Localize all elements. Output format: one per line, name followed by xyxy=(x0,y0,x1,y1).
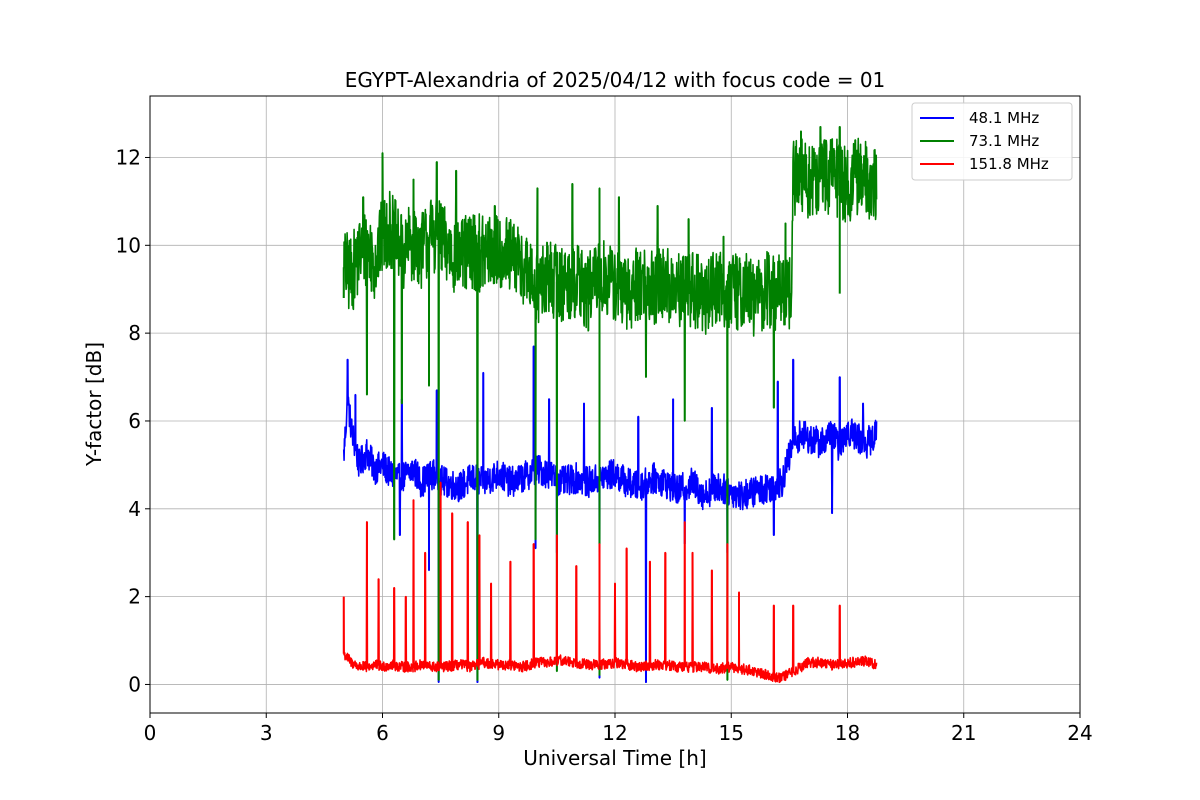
y-axis-ticks: 0 2 4 6 8 10 12 xyxy=(116,145,150,696)
y-tick-label: 4 xyxy=(128,497,141,521)
x-axis-label: Universal Time [h] xyxy=(523,746,706,770)
x-tick-label: 6 xyxy=(376,721,389,745)
series-path xyxy=(342,125,878,681)
x-tick-label: 21 xyxy=(951,721,976,745)
x-axis-ticks: 0 3 6 9 12 15 18 21 24 xyxy=(144,713,1093,745)
y-axis-label: Y-factor [dB] xyxy=(82,342,106,467)
series-line xyxy=(342,125,878,681)
x-tick-label: 9 xyxy=(492,721,505,745)
legend: 48.1 MHz 73.1 MHz 151.8 MHz xyxy=(911,102,1073,181)
series-path xyxy=(342,345,878,684)
series-group xyxy=(342,125,878,684)
x-tick-label: 0 xyxy=(144,721,157,745)
y-tick-label: 10 xyxy=(116,233,141,257)
y-tick-label: 12 xyxy=(116,145,141,169)
series-path xyxy=(342,481,878,684)
y-tick-label: 2 xyxy=(128,585,141,609)
y-tick-label: 0 xyxy=(128,672,141,696)
x-tick-label: 18 xyxy=(835,721,860,745)
x-tick-label: 24 xyxy=(1067,721,1092,745)
y-tick-label: 8 xyxy=(128,321,141,345)
chart-title: EGYPT-Alexandria of 2025/04/12 with focu… xyxy=(345,68,886,92)
x-tick-label: 12 xyxy=(602,721,627,745)
legend-box xyxy=(911,102,1073,181)
series-line xyxy=(342,481,878,684)
x-tick-label: 15 xyxy=(719,721,744,745)
legend-label: 73.1 MHz xyxy=(969,132,1039,150)
legend-label: 48.1 MHz xyxy=(969,109,1039,127)
x-tick-label: 3 xyxy=(260,721,273,745)
legend-label: 151.8 MHz xyxy=(969,155,1049,173)
y-tick-label: 6 xyxy=(128,409,141,433)
